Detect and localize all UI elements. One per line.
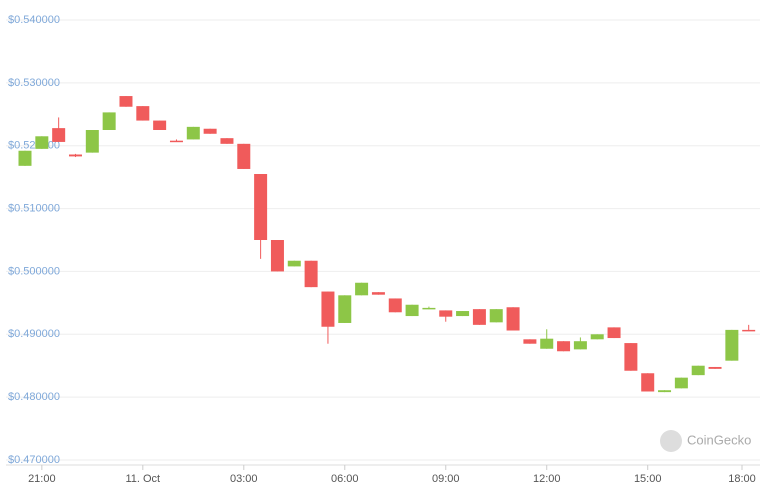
x-tick-label: 06:00 xyxy=(331,473,359,485)
candle-body xyxy=(254,174,268,240)
x-tick-label: 03:00 xyxy=(230,473,258,485)
candle-body xyxy=(691,365,705,376)
candle-body xyxy=(456,311,470,317)
candle-body xyxy=(641,373,655,392)
candle-body xyxy=(270,240,284,272)
candle-body xyxy=(557,341,571,352)
candle-body xyxy=(102,112,116,130)
candle-body xyxy=(304,260,318,288)
x-tick-label: 15:00 xyxy=(634,473,662,485)
candle-body xyxy=(506,307,520,331)
candle-body xyxy=(287,260,301,267)
candle-body xyxy=(489,309,503,323)
candle-body xyxy=(186,126,200,140)
candle-body xyxy=(439,310,453,317)
candle-body xyxy=(371,292,385,295)
candle-body xyxy=(153,120,167,130)
candle-body xyxy=(573,341,587,350)
watermark-text: CoinGecko xyxy=(687,432,751,447)
candle-body xyxy=(708,366,722,369)
candle-body xyxy=(68,154,82,157)
watermark: CoinGecko xyxy=(660,430,751,452)
y-tick-label: $0.500000 xyxy=(8,265,60,277)
candle-body xyxy=(725,329,739,361)
candle-body xyxy=(405,304,419,317)
candle-body xyxy=(321,291,335,327)
x-tick-label: 12:00 xyxy=(533,473,561,485)
candle-body xyxy=(523,339,537,344)
candle-body xyxy=(472,309,486,325)
candle-body xyxy=(388,298,402,313)
y-tick-label: $0.480000 xyxy=(8,391,60,403)
candle-body xyxy=(119,96,133,107)
candle-body xyxy=(607,327,621,339)
x-tick-label: 09:00 xyxy=(432,473,460,485)
candle-body xyxy=(540,338,554,349)
x-tick-label: 21:00 xyxy=(28,473,56,485)
y-tick-label: $0.510000 xyxy=(8,202,60,214)
y-tick-label: $0.470000 xyxy=(8,454,60,466)
candle-body xyxy=(35,136,49,149)
candle-body xyxy=(220,138,234,144)
candle-body xyxy=(338,295,352,323)
candle-body xyxy=(18,150,32,166)
x-tick-label: 11. Oct xyxy=(125,473,160,485)
candle-body xyxy=(355,282,369,296)
y-tick-label: $0.490000 xyxy=(8,328,60,340)
candle-body xyxy=(742,329,756,332)
candle-body xyxy=(52,128,66,142)
candle-body xyxy=(136,106,150,121)
candle-body xyxy=(422,307,436,310)
y-tick-label: $0.540000 xyxy=(8,14,60,26)
candle-body xyxy=(169,140,183,143)
candle-body xyxy=(237,143,251,169)
x-tick-label: 18:00 xyxy=(728,473,756,485)
candle-body xyxy=(203,128,217,134)
watermark-logo xyxy=(660,430,682,452)
candle-body xyxy=(674,377,688,389)
y-tick-label: $0.530000 xyxy=(8,77,60,89)
candle-body xyxy=(624,343,638,371)
candle-body xyxy=(590,334,604,340)
candle-body xyxy=(658,390,672,393)
candle-body xyxy=(85,130,99,153)
